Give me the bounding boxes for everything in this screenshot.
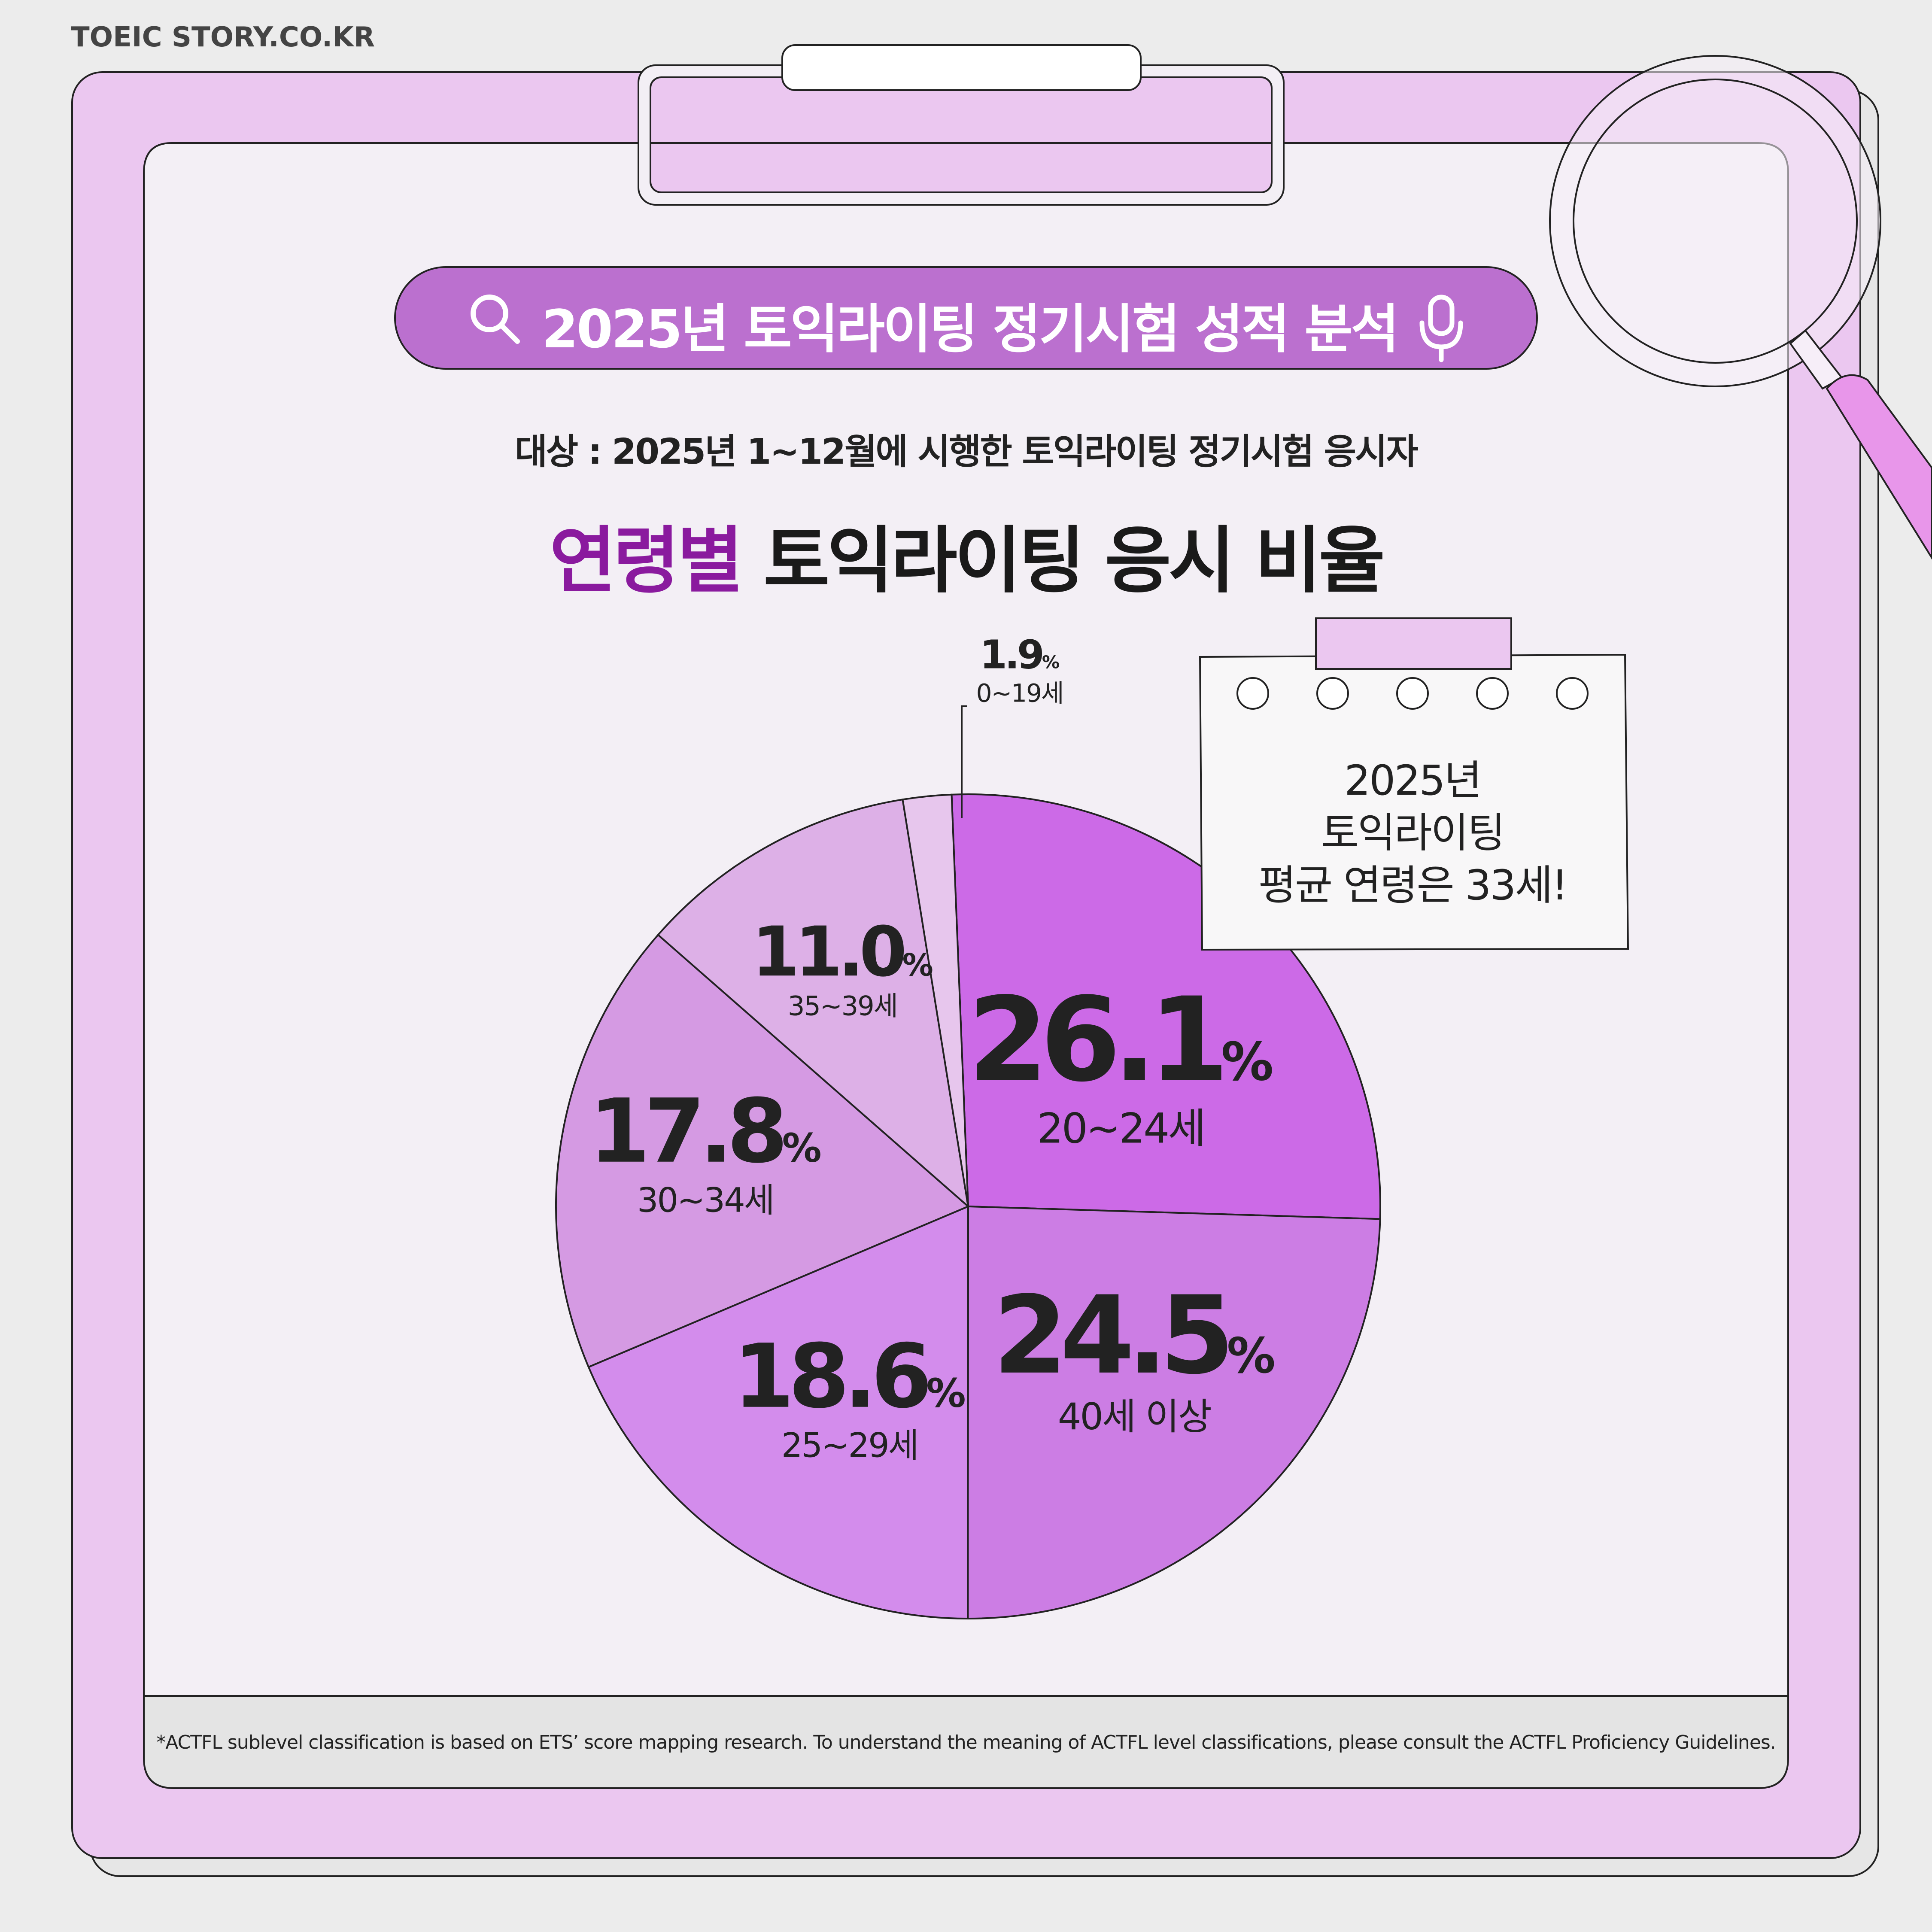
pie-category-label: 0~19세 bbox=[976, 678, 1064, 708]
pie-chart bbox=[555, 793, 1381, 1619]
chart-heading-highlight: 연령별 bbox=[549, 519, 744, 603]
pie-label-35~39세: 11.0% 35~39세 bbox=[752, 917, 933, 1022]
pie-category-label: 30~34세 bbox=[637, 1182, 775, 1221]
pie-value-number: 11.0 bbox=[751, 911, 907, 992]
chart-heading: 연령별 토익라이팅 응시 비율 bbox=[549, 502, 1385, 607]
pie-slice-35~39세 bbox=[657, 799, 969, 1207]
pie-value-unit: % bbox=[926, 1370, 966, 1416]
pie-value-number: 1.9 bbox=[979, 632, 1045, 678]
site-name: TOEIC STORY.CO.KR bbox=[71, 21, 375, 53]
pie-value-label: 11.0% bbox=[752, 917, 933, 986]
pie-label-20~24세: 26.1% 20~24세 bbox=[968, 982, 1273, 1154]
note-line-1: 2025년 bbox=[1344, 756, 1482, 805]
pie-value-unit: % bbox=[1227, 1327, 1276, 1385]
pie-value-label: 26.1% bbox=[968, 982, 1273, 1098]
pie-slice-40세 이상 bbox=[967, 1206, 1381, 1619]
pie-category-label: 25~29세 bbox=[781, 1426, 919, 1465]
pie-value-number: 18.6 bbox=[733, 1325, 933, 1428]
pie-label-0~19세: 1.9% 0~19세 bbox=[976, 635, 1064, 709]
subtitle: 대상 : 2025년 1~12월에 시행한 토익라이팅 정기시험 응시자 bbox=[515, 431, 1419, 472]
pie-label-40세 이상: 24.5% 40세 이상 bbox=[993, 1282, 1276, 1439]
footnote: *ACTFL sublevel classification is based … bbox=[156, 1732, 1776, 1753]
pie-value-label: 18.6% bbox=[733, 1333, 966, 1421]
search-icon bbox=[471, 295, 520, 344]
note-line-3: 평균 연령은 33세! bbox=[1258, 861, 1568, 909]
pie-value-unit: % bbox=[782, 1125, 822, 1172]
header-pill bbox=[394, 266, 1538, 370]
microphone-icon bbox=[1419, 295, 1463, 362]
pie-category-label: 35~39세 bbox=[787, 990, 898, 1022]
clip-top-tab bbox=[781, 44, 1142, 91]
pie-value-unit: % bbox=[902, 947, 933, 983]
pie-value-label: 1.9% bbox=[976, 635, 1063, 675]
pie-value-unit: % bbox=[1042, 652, 1060, 673]
pie-value-number: 26.1 bbox=[967, 972, 1229, 1108]
pie-category-label: 40세 이상 bbox=[1057, 1395, 1212, 1439]
footer-strip bbox=[143, 1695, 1789, 1789]
pie-slice-30~34세 bbox=[555, 934, 969, 1368]
pie-category-label: 20~24세 bbox=[1037, 1104, 1206, 1153]
pie-value-number: 24.5 bbox=[993, 1273, 1235, 1398]
note-card bbox=[1199, 617, 1629, 951]
pie-value-label: 24.5% bbox=[993, 1282, 1276, 1389]
magnifier-icon bbox=[1549, 55, 1932, 560]
pie-value-number: 17.8 bbox=[589, 1081, 788, 1183]
pie-value-label: 17.8% bbox=[589, 1088, 822, 1176]
chart-heading-rest: 토익라이팅 응시 비율 bbox=[763, 519, 1385, 603]
note-line-2: 토익라이팅 bbox=[1321, 809, 1506, 857]
pie-value-unit: % bbox=[1221, 1031, 1274, 1093]
pie-label-25~29세: 18.6% 25~29세 bbox=[733, 1333, 966, 1467]
clip-inner bbox=[650, 76, 1273, 193]
pie-slice-0~19세 bbox=[902, 793, 969, 1207]
leader-line-0-19 bbox=[961, 705, 967, 818]
pie-slice-25~29세 bbox=[587, 1206, 969, 1619]
header-title: 2025년 토익라이팅 정기시험 성적 분석 bbox=[542, 299, 1399, 360]
note-tape bbox=[1315, 617, 1512, 670]
pie-label-30~34세: 17.8% 30~34세 bbox=[589, 1088, 822, 1221]
